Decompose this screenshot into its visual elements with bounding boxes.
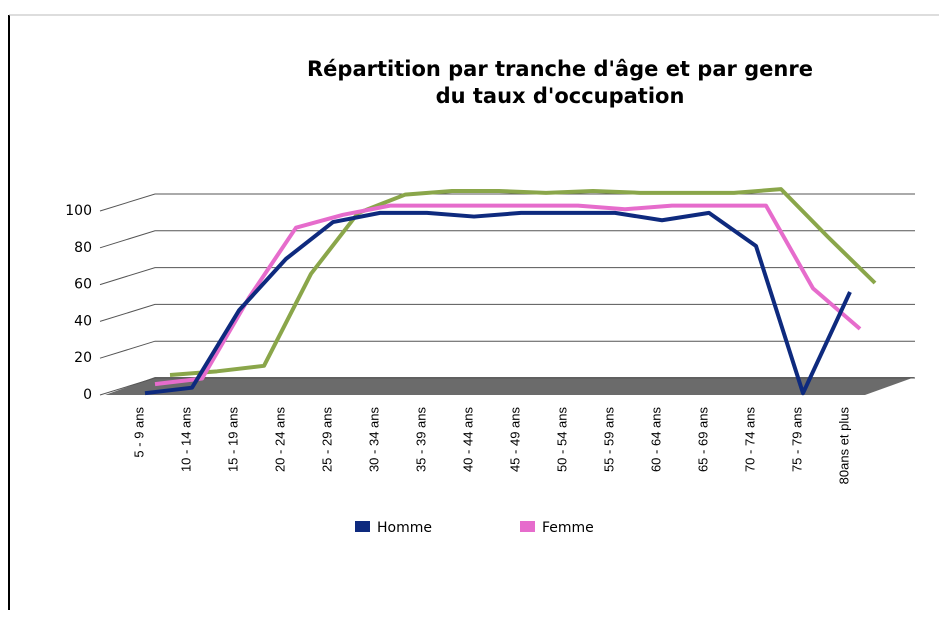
grid-line	[99, 377, 915, 396]
legend-swatch	[355, 521, 370, 532]
series-line	[154, 203, 862, 387]
y-tick-label: 40	[74, 313, 92, 329]
x-tick-label: 50 - 54 ans	[554, 407, 569, 473]
legend-label: Homme	[377, 520, 432, 536]
series-line	[144, 210, 852, 396]
y-tick-label: 100	[65, 203, 92, 219]
y-tick-label: 80	[74, 240, 92, 256]
x-tick-label: 10 - 14 ans	[178, 407, 193, 473]
legend-swatch	[520, 521, 535, 532]
x-tick-label: 65 - 69 ans	[695, 407, 710, 473]
chart-title: du taux d'occupation	[436, 84, 685, 108]
x-tick-label: 30 - 34 ans	[366, 407, 381, 473]
x-tick-label: 70 - 74 ans	[742, 407, 757, 473]
y-tick-label: 20	[74, 350, 92, 366]
x-tick-label: 15 - 19 ans	[225, 407, 240, 473]
series-line	[169, 187, 877, 377]
chart-title: Répartition par tranche d'âge et par gen…	[307, 57, 813, 81]
x-tick-label: 80ans et plus	[836, 407, 851, 485]
x-tick-label: 35 - 39 ans	[413, 407, 428, 473]
x-tick-label: 5 - 9 ans	[131, 407, 146, 458]
y-tick-label: 60	[74, 277, 92, 293]
legend-label: Femme	[542, 520, 594, 536]
grid-line	[99, 267, 915, 286]
y-tick-label: 0	[83, 387, 92, 403]
x-tick-label: 75 - 79 ans	[789, 407, 804, 473]
x-tick-label: 60 - 64 ans	[648, 407, 663, 473]
x-tick-label: 55 - 59 ans	[601, 407, 616, 473]
floor	[105, 377, 915, 395]
x-tick-label: 20 - 24 ans	[272, 407, 287, 473]
grid-line	[99, 303, 915, 322]
x-tick-label: 45 - 49 ans	[507, 407, 522, 473]
x-tick-label: 25 - 29 ans	[319, 407, 334, 473]
x-tick-label: 40 - 44 ans	[460, 407, 475, 473]
grid-line	[99, 340, 915, 359]
grid-line	[99, 230, 915, 249]
